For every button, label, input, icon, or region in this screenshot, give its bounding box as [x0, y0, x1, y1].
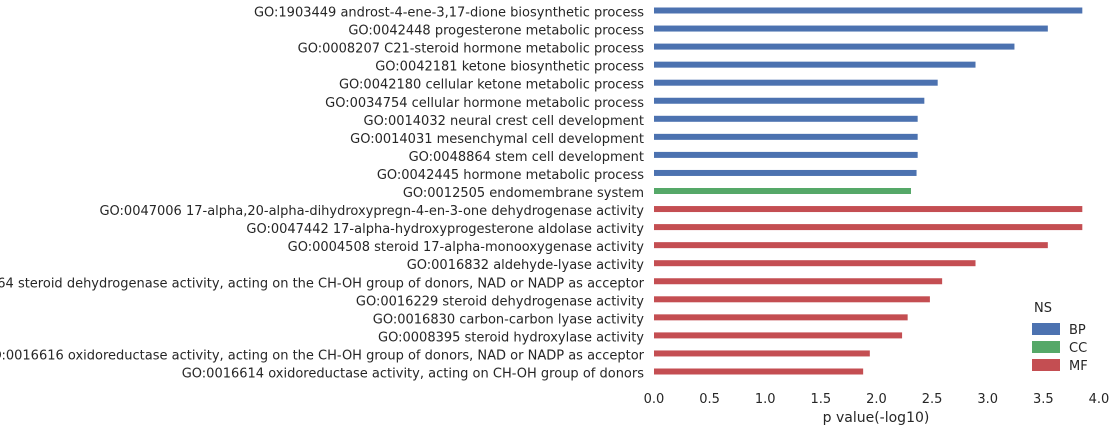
- category-label: GO:0008395 steroid hydroxylase activity: [378, 330, 644, 345]
- bar-15: [654, 260, 976, 267]
- bar-18: [654, 314, 908, 321]
- category-label: GO:0048864 stem cell development: [409, 150, 644, 165]
- bar-6: [654, 97, 925, 104]
- bar-1: [654, 7, 1083, 14]
- bar-14: [654, 242, 1048, 249]
- x-tick-label: 4.0: [1089, 392, 1110, 407]
- legend: NS BP CC MF: [1032, 301, 1088, 374]
- legend-swatch-mf: [1032, 359, 1060, 371]
- category-label: GO:0034754 cellular hormone metabolic pr…: [325, 96, 644, 111]
- legend-entries: BP CC MF: [1032, 323, 1088, 374]
- category-label: GO:0016616 oxidoreductase activity, acti…: [0, 348, 645, 363]
- category-labels: GO:1903449 androst-4-ene-3,17-dione bios…: [0, 6, 645, 382]
- x-tick-label: 2.5: [922, 392, 943, 407]
- x-tick-label: 2.0: [866, 392, 887, 407]
- x-tick-label: 1.0: [755, 392, 776, 407]
- bar-21: [654, 368, 864, 375]
- category-label: GO:0016830 carbon-carbon lyase activity: [373, 312, 645, 327]
- category-label: GO:0016832 aldehyde-lyase activity: [407, 258, 645, 273]
- bar-11: [654, 188, 911, 194]
- x-tick-label: 0.5: [699, 392, 720, 407]
- category-label: GO:0047006 17-alpha,20-alpha-dihydroxypr…: [99, 204, 644, 219]
- bar-13: [654, 224, 1083, 231]
- category-label: GO:0008207 C21-steroid hormone metabolic…: [298, 42, 645, 57]
- x-tick-label: 1.5: [811, 392, 832, 407]
- category-label: GO:0012505 endomembrane system: [403, 186, 644, 201]
- legend-swatch-bp: [1032, 323, 1060, 335]
- bar-12: [654, 206, 1083, 213]
- bar-17: [654, 296, 930, 303]
- x-tick-label: 0.0: [644, 392, 665, 407]
- legend-swatch-cc: [1032, 341, 1060, 353]
- bar-5: [654, 79, 938, 86]
- category-label: GO:1903449 androst-4-ene-3,17-dione bios…: [254, 6, 644, 21]
- bar-10: [654, 169, 917, 176]
- x-tick-label: 3.0: [977, 392, 998, 407]
- category-label: GO:0014032 neural crest cell development: [364, 114, 644, 129]
- category-label: GO:0004508 steroid 17-alpha-monooxygenas…: [288, 240, 645, 255]
- bar-16: [654, 278, 943, 285]
- bar-9: [654, 151, 918, 158]
- legend-title: NS: [1034, 301, 1052, 316]
- bars-layer: [654, 7, 1083, 375]
- category-label: GO:0016614 oxidoreductase activity, acti…: [182, 367, 645, 382]
- bar-4: [654, 61, 976, 68]
- category-label: GO:0033764 steroid dehydrogenase activit…: [0, 276, 645, 291]
- x-axis-ticks: 0.0 0.5 1.0 1.5 2.0 2.5 3.0 3.5 4.0: [644, 392, 1110, 407]
- bar-8: [654, 133, 918, 140]
- x-tick-label: 3.5: [1033, 392, 1054, 407]
- bar-7: [654, 115, 918, 122]
- x-axis-title: p value(-log10): [823, 410, 930, 426]
- category-label: GO:0042181 ketone biosynthetic process: [375, 60, 644, 75]
- category-label: GO:0042445 hormone metabolic process: [377, 168, 644, 183]
- bar-3: [654, 43, 1015, 50]
- legend-label-cc: CC: [1069, 341, 1087, 356]
- category-label: GO:0014031 mesenchymal cell development: [350, 132, 644, 147]
- legend-label-mf: MF: [1069, 359, 1088, 374]
- category-label: GO:0047442 17-alpha-hydroxyprogesterone …: [246, 222, 644, 237]
- category-label: GO:0042448 progesterone metabolic proces…: [348, 24, 644, 39]
- category-label: GO:0042180 cellular ketone metabolic pro…: [339, 78, 644, 93]
- category-label: GO:0016229 steroid dehydrogenase activit…: [356, 294, 644, 309]
- bar-19: [654, 332, 903, 339]
- bar-20: [654, 350, 870, 357]
- legend-label-bp: BP: [1069, 323, 1086, 338]
- bar-2: [654, 25, 1048, 32]
